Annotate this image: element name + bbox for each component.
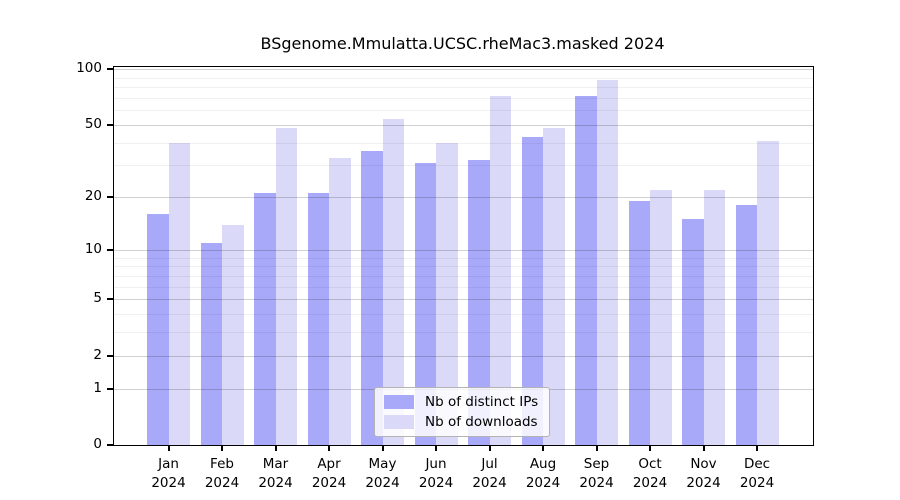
gridline-minor [114, 77, 813, 79]
x-axis-tick [435, 445, 437, 451]
bar-downloads-jan [168, 142, 190, 445]
legend: Nb of distinct IPs Nb of downloads [374, 387, 551, 437]
legend-label-downloads: Nb of downloads [425, 414, 538, 430]
legend-item-distinct-ips: Nb of distinct IPs [384, 394, 538, 410]
bar-distinct-ips-aug [521, 136, 543, 445]
x-axis-tick-label: Sep 2024 [579, 456, 614, 491]
gridline-minor [114, 87, 813, 89]
bar-downloads-aug [543, 128, 565, 445]
bar-distinct-ips-may [361, 151, 383, 445]
gridline-minor [114, 165, 813, 167]
bar-downloads-mar [275, 128, 297, 445]
bar-downloads-apr [329, 157, 351, 445]
bar-distinct-ips-jul [468, 160, 490, 445]
x-axis-tick [756, 445, 758, 451]
x-axis-tick-label: Feb 2024 [204, 456, 240, 491]
bar-downloads-may [382, 118, 404, 445]
x-axis-tick [702, 445, 705, 451]
gridline-major [114, 124, 813, 126]
x-axis-tick-label: May 2024 [365, 456, 400, 491]
y-axis-tick [107, 354, 113, 357]
x-axis-tick [167, 445, 170, 451]
bar-distinct-ips-jun [414, 162, 436, 445]
x-axis-tick-label: Jul 2024 [472, 456, 507, 491]
bar-downloads-oct [650, 189, 672, 445]
x-axis-tick-label: Oct 2024 [632, 456, 668, 491]
chart-title: BSgenome.Mmulatta.UCSC.rheMac3.masked 20… [260, 34, 665, 53]
x-axis-tick-label: Nov 2024 [686, 456, 721, 491]
legend-swatch-distinct-ips [384, 395, 414, 409]
x-axis-tick [328, 445, 330, 451]
bar-downloads-jul [489, 95, 511, 445]
y-axis-tick-label: 5 [93, 290, 102, 307]
y-axis-tick-label: 2 [93, 346, 102, 363]
y-axis-tick-label: 20 [84, 188, 102, 205]
y-axis-tick [107, 123, 113, 126]
legend-item-downloads: Nb of downloads [384, 414, 538, 430]
x-axis-tick [381, 445, 384, 451]
bar-downloads-sep [596, 79, 618, 445]
bar-distinct-ips-sep [575, 95, 597, 445]
y-axis-tick [107, 68, 113, 71]
gridline-major [114, 69, 813, 71]
x-axis-tick [649, 445, 651, 451]
y-axis-tick [107, 248, 113, 251]
bar-distinct-ips-nov [682, 219, 704, 445]
y-axis-tick-label: 1 [93, 379, 102, 396]
gridline-minor [114, 110, 813, 112]
x-axis-tick-label: Aug 2024 [525, 456, 561, 491]
x-axis-tick-label: Jan 2024 [151, 456, 186, 491]
bar-distinct-ips-apr [307, 193, 329, 445]
y-axis-tick [107, 196, 113, 199]
bar-distinct-ips-jan [147, 214, 169, 445]
y-axis-tick-label: 100 [76, 60, 102, 77]
plot-area: Nb of distinct IPs Nb of downloads 0 1 2 5 1… [76, 60, 814, 491]
x-axis-tick [542, 445, 544, 451]
y-axis-tick [107, 298, 113, 301]
y-axis-tick-label: 50 [84, 115, 102, 132]
bar-downloads-nov [703, 189, 725, 445]
y-axis-tick [107, 387, 113, 390]
bar-distinct-ips-dec [735, 205, 757, 445]
gridline-minor [114, 97, 813, 99]
x-axis-tick-label: Dec 2024 [739, 456, 775, 491]
legend-swatch-downloads [384, 415, 414, 429]
bar-distinct-ips-mar [254, 193, 276, 445]
x-axis-tick [221, 445, 223, 451]
x-axis-tick [274, 445, 277, 451]
bar-downloads-feb [222, 224, 244, 445]
y-axis-tick [107, 444, 113, 446]
y-axis-tick-label: 0 [93, 436, 102, 452]
x-axis-tick [595, 445, 598, 451]
legend-label-distinct-ips: Nb of distinct IPs [425, 394, 539, 410]
y-axis-tick-label: 10 [84, 240, 102, 257]
x-axis-tick [488, 445, 491, 451]
bar-downloads-jun [436, 142, 458, 445]
gridline-minor [114, 142, 813, 144]
x-axis-tick-label: Apr 2024 [311, 456, 347, 491]
bar-downloads-dec [757, 140, 779, 445]
x-axis-tick-label: Jun 2024 [418, 456, 454, 491]
bar-distinct-ips-oct [628, 201, 650, 445]
bar-distinct-ips-feb [200, 242, 222, 445]
x-axis-tick-label: Mar 2024 [258, 456, 293, 491]
